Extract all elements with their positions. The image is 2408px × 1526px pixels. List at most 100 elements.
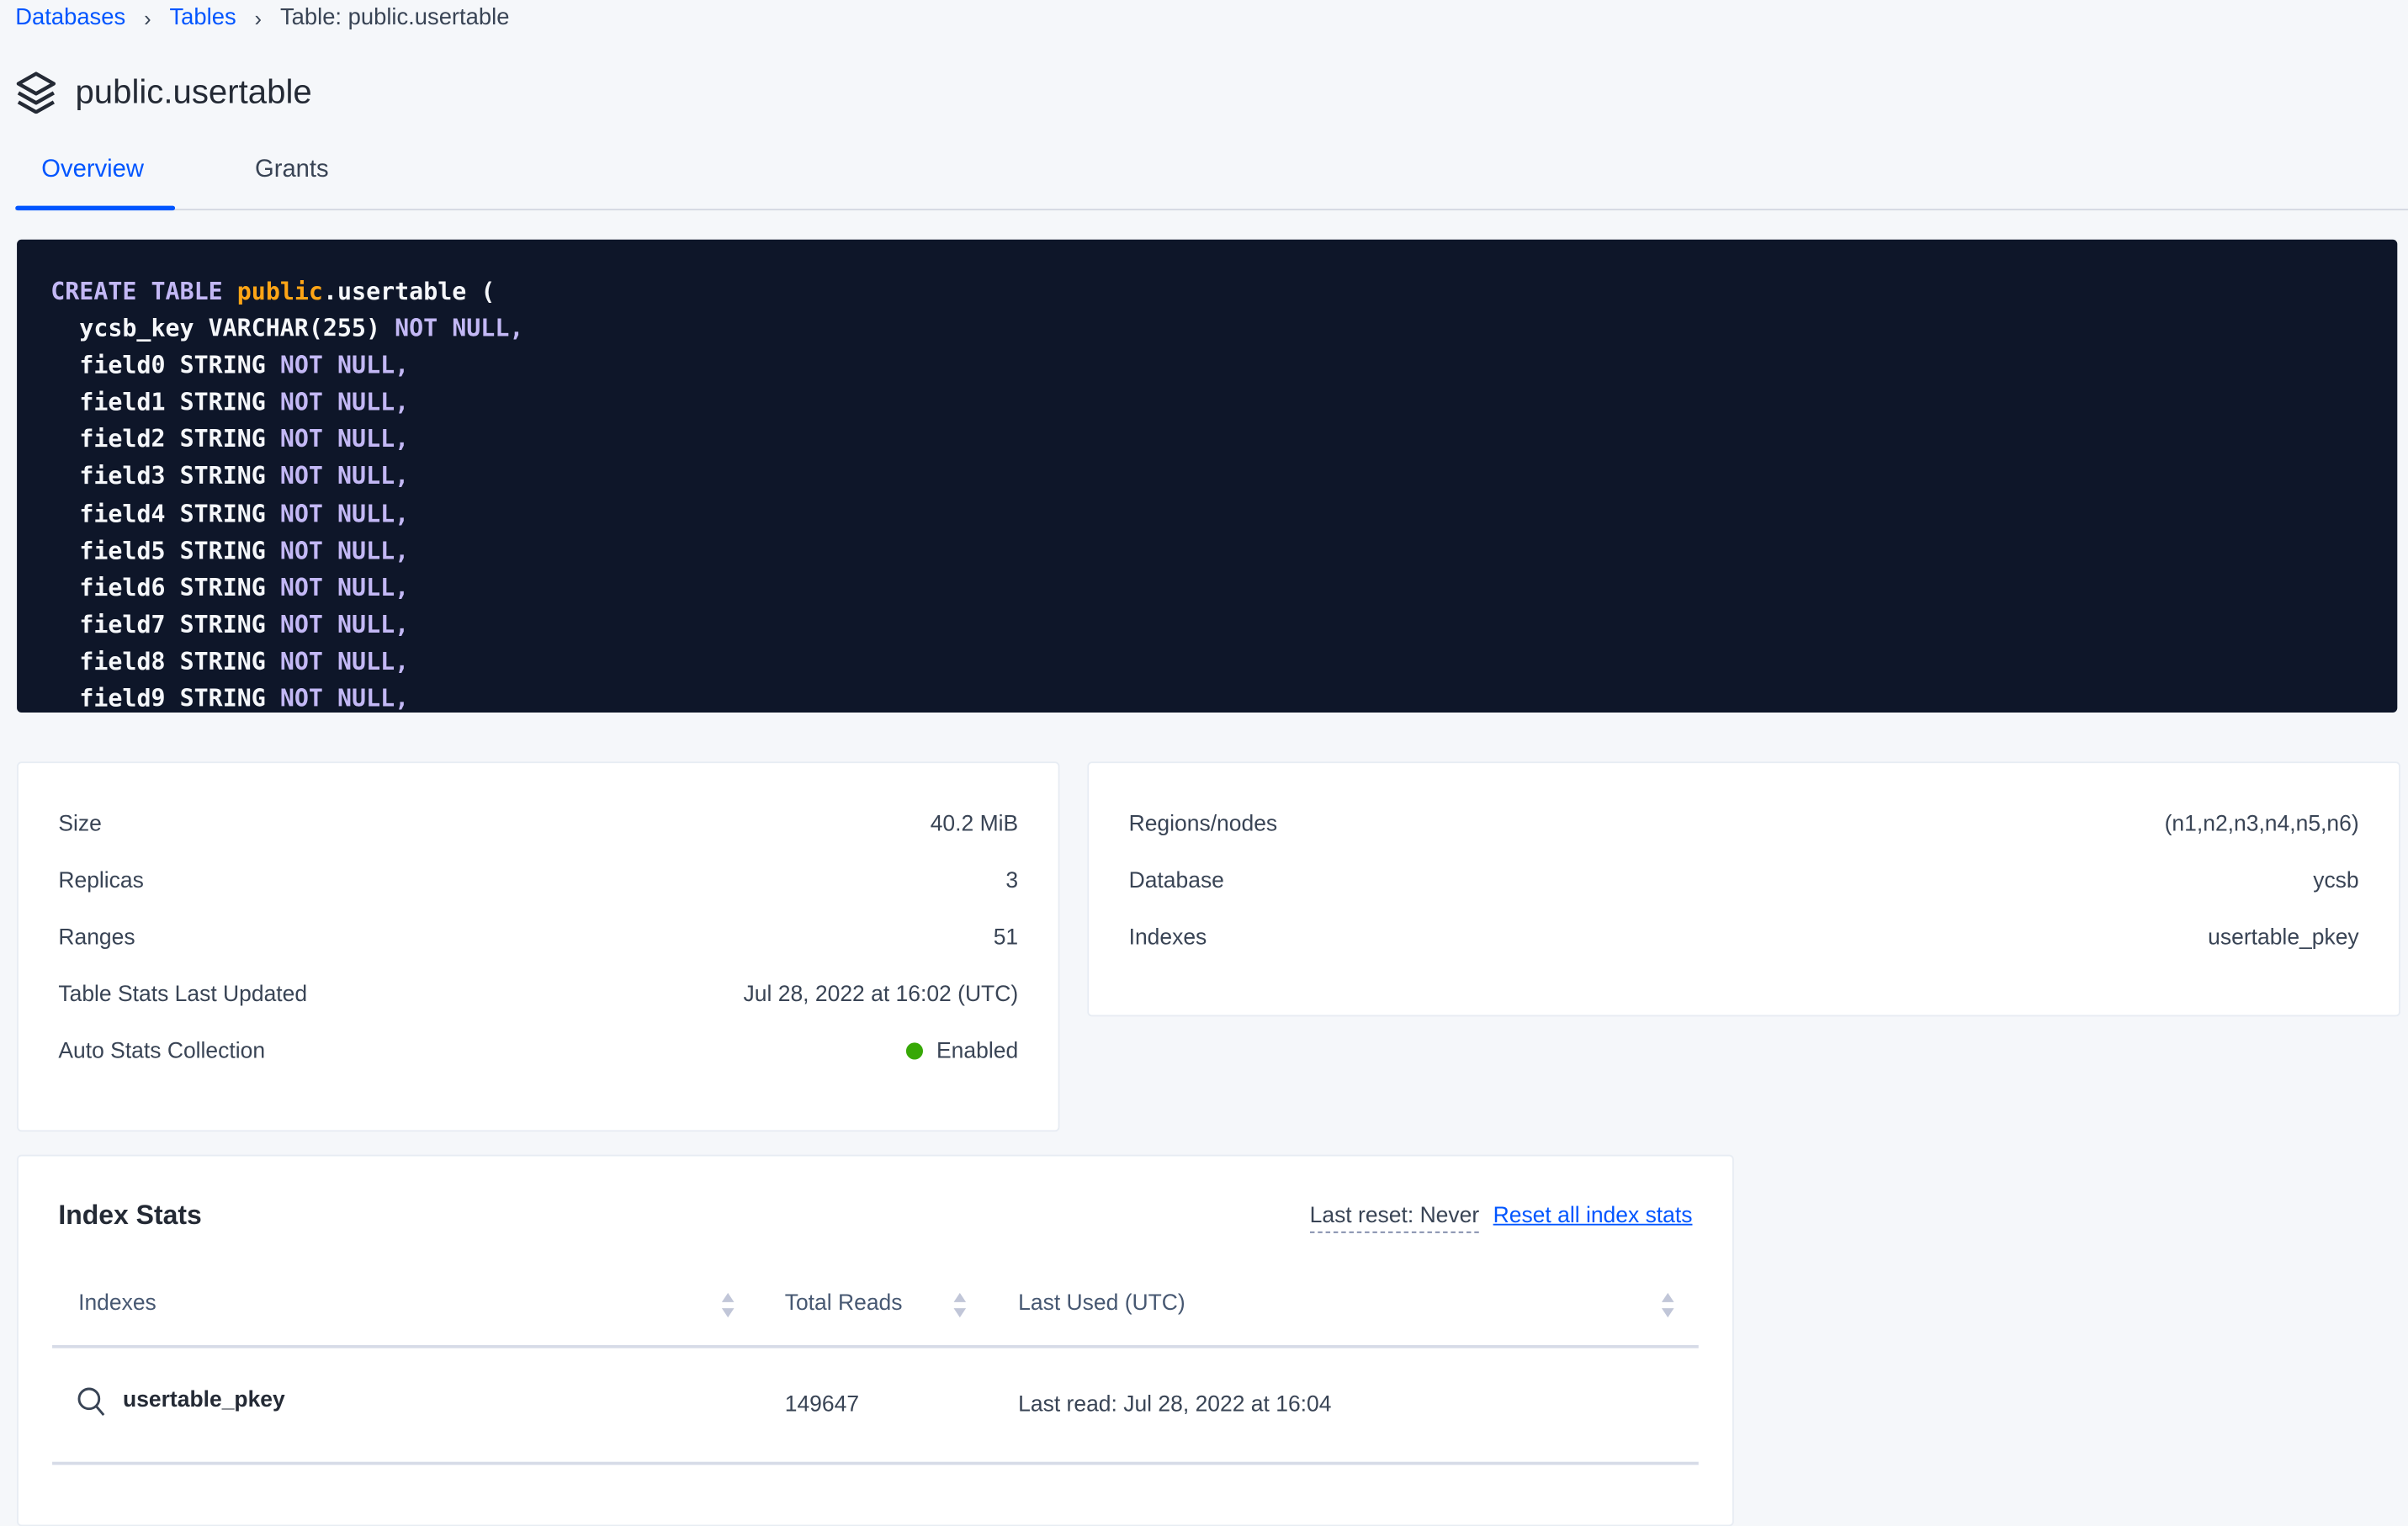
info-label: Regions/nodes [1128,812,1278,837]
stack-layers-icon [16,72,56,114]
info-value: (n1,n2,n3,n4,n5,n6) [2164,812,2359,837]
stat-label: Auto Stats Collection [58,1039,266,1064]
column-header-indexes[interactable]: Indexes [78,1291,156,1317]
sql-column-type: STRING [179,574,266,602]
info-row-indexes: Indexes usertable_pkey [1129,923,2359,954]
sql-keyword-not: NOT [279,685,323,713]
row-divider [52,1461,1699,1465]
info-label: Database [1128,869,1224,894]
sql-column-name: field8 [79,648,166,676]
header-divider [52,1344,1699,1348]
sql-keyword-not: NOT [279,574,323,602]
tab-overview[interactable]: Overview [41,156,145,183]
sql-column-name: field6 [79,574,166,602]
sql-column-type: STRING [179,500,266,528]
sql-keyword-null: NULL, [337,574,410,602]
tab-divider [15,209,2408,211]
sql-keyword-null: NULL, [337,648,410,676]
sql-keyword-not: NOT [279,463,323,491]
sql-keyword-not: NOT [279,500,323,528]
stat-row-auto-stats: Auto Stats Collection Enabled [58,1036,1018,1068]
tab-grants[interactable]: Grants [254,156,329,183]
breadcrumb-current: Table: public.usertable [279,4,510,31]
sql-column-name: field7 [79,611,166,639]
stat-row-replicas: Replicas 3 [58,866,1018,897]
sql-keyword-null: NULL, [337,685,410,713]
page-title: public.usertable [75,72,312,111]
stat-label: Replicas [58,869,144,894]
last-used-value: Last read: Jul 28, 2022 at 16:04 [1018,1392,1332,1417]
sql-keyword-null: NULL, [337,389,410,417]
status-dot-icon [905,1042,923,1060]
sql-column-type: STRING [179,648,266,676]
create-statement-code-block: CREATE TABLE public.usertable ( ycsb_key… [17,239,2398,713]
sql-keyword-not: NOT [279,648,323,676]
sql-keyword-table: TABLE [151,278,223,306]
index-stats-card: Index Stats Last reset: Never Reset all i… [17,1154,1734,1526]
sql-keyword-not: NOT [279,389,323,417]
info-label: Indexes [1128,925,1207,951]
stat-row-size: Size 40.2 MiB [58,809,1018,840]
sql-column-name: field9 [79,685,166,713]
stat-value: Jul 28, 2022 at 16:02 (UTC) [743,983,1019,1008]
sql-column-def: ycsb_key VARCHAR(255) [50,315,381,343]
total-reads-value: 149647 [784,1392,860,1417]
index-name-link[interactable]: usertable_pkey [123,1388,285,1413]
stat-value: Enabled [905,1040,1018,1064]
sort-icon[interactable] [1660,1291,1675,1319]
sql-keyword-not: NOT [279,537,323,565]
stat-row-last-updated: Table Stats Last Updated Jul 28, 2022 at … [58,980,1018,1011]
breadcrumb-tables[interactable]: Tables [169,4,236,31]
table-stats-card: Size 40.2 MiB Replicas 3 Ranges 51 Table St… [17,761,1060,1132]
sql-column-type: STRING [179,537,266,565]
sql-column-name: field2 [79,426,166,454]
stat-label: Ranges [58,925,135,951]
sql-schema-name: public [236,278,323,306]
sql-keyword-null: NULL, [337,611,410,639]
breadcrumb: Databases › Tables › Table: public.usert… [15,4,509,30]
info-value: ycsb [2313,869,2359,894]
stat-label: Size [58,812,102,837]
sql-column-type: STRING [179,389,266,417]
stat-value: 3 [1005,869,1019,894]
index-stats-title: Index Stats [58,1199,202,1231]
info-row-database: Database ycsb [1129,866,2359,897]
table-info-card: Regions/nodes (n1,n2,n3,n4,n5,n6) Databas… [1087,761,2400,1017]
index-stats-reset: Last reset: Never Reset all index stats [1309,1204,1693,1233]
last-reset-text: Last reset: Never [1309,1204,1480,1233]
sql-keyword-create: CREATE [50,278,137,306]
create-statement-text: CREATE TABLE public.usertable ( ycsb_key… [50,273,523,713]
sql-keyword-not: NOT [279,352,323,380]
sql-keyword-not: NOT [279,611,323,639]
sql-column-type: STRING [179,426,266,454]
sort-icon[interactable] [720,1291,735,1319]
info-value: usertable_pkey [2208,925,2359,951]
stat-row-ranges: Ranges 51 [58,923,1018,954]
sql-column-type: STRING [179,611,266,639]
sql-column-name: field3 [79,463,166,491]
sql-column-type: STRING [179,685,266,713]
sql-column-name: field1 [79,389,166,417]
sql-keyword-null: NULL, [337,352,410,380]
sort-icon[interactable] [952,1291,968,1319]
info-row-regions: Regions/nodes (n1,n2,n3,n4,n5,n6) [1129,809,2359,840]
sql-keyword-not: NOT [395,315,438,343]
sql-keyword-null: NULL, [337,463,410,491]
reset-all-index-stats-link[interactable]: Reset all index stats [1493,1204,1693,1229]
active-tab-indicator [15,205,176,211]
column-header-total-reads[interactable]: Total Reads [784,1291,903,1317]
sql-keyword-null: NULL, [337,500,410,528]
stat-value: 51 [993,925,1019,951]
sql-keyword-null: NULL, [337,537,410,565]
breadcrumb-databases[interactable]: Databases [15,4,126,31]
column-header-last-used[interactable]: Last Used (UTC) [1018,1291,1185,1317]
sql-table-name: .usertable ( [322,278,496,306]
sql-column-name: field0 [79,352,166,380]
sql-column-type: STRING [179,352,266,380]
sql-column-name: field5 [79,537,166,565]
search-icon [77,1387,105,1416]
chevron-right-icon: › [254,5,263,30]
chevron-right-icon: › [144,5,151,30]
sql-keyword-null: NULL, [452,315,524,343]
stat-value: 40.2 MiB [930,812,1019,837]
